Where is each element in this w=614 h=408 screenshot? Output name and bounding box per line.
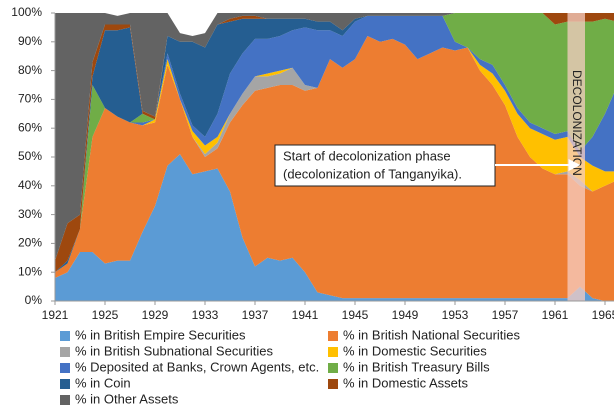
x-tick-label: 1941 bbox=[292, 308, 319, 322]
legend-swatch bbox=[60, 379, 70, 389]
y-tick-label: 0% bbox=[25, 293, 43, 307]
y-tick-label: 60% bbox=[18, 120, 42, 134]
legend-swatch bbox=[328, 363, 338, 373]
legend-label: % in British National Securities bbox=[343, 327, 521, 342]
legend-label: % in British Treasury Bills bbox=[343, 359, 490, 374]
annotation-box bbox=[274, 144, 496, 187]
legend-label: % in Domestic Securities bbox=[343, 343, 487, 358]
legend-label: % in Domestic Assets bbox=[343, 375, 468, 390]
x-tick-label: 1953 bbox=[442, 308, 469, 322]
x-tick-label: 1925 bbox=[92, 308, 119, 322]
x-tick-label: 1961 bbox=[542, 308, 569, 322]
legend-label: % in Other Assets bbox=[75, 391, 179, 406]
y-tick-label: 10% bbox=[18, 264, 42, 278]
legend-swatch bbox=[60, 347, 70, 357]
band-label: DECOLONIZATION bbox=[570, 70, 584, 176]
x-tick-label: 1949 bbox=[392, 308, 419, 322]
legend-swatch bbox=[328, 379, 338, 389]
area bbox=[55, 154, 614, 301]
area bbox=[55, 13, 614, 273]
x-tick-label: 1933 bbox=[192, 308, 219, 322]
y-tick-label: 100% bbox=[11, 5, 42, 19]
annotation-text: Start of decolonization phase bbox=[283, 148, 451, 163]
legend-swatch bbox=[60, 331, 70, 341]
annotation-text: (decolonization of Tanganyika). bbox=[283, 166, 462, 181]
y-tick-label: 80% bbox=[18, 63, 42, 77]
y-tick-label: 90% bbox=[18, 34, 42, 48]
x-tick-label: 1921 bbox=[42, 308, 69, 322]
legend-swatch bbox=[328, 347, 338, 357]
x-tick-label: 1937 bbox=[242, 308, 269, 322]
legend-swatch bbox=[60, 395, 70, 405]
x-tick-label: 1929 bbox=[142, 308, 169, 322]
legend-swatch bbox=[328, 331, 338, 341]
x-tick-label: 1945 bbox=[342, 308, 369, 322]
y-tick-label: 40% bbox=[18, 178, 42, 192]
x-tick-label: 1965 bbox=[592, 308, 614, 322]
legend-label: % in Coin bbox=[75, 375, 131, 390]
legend-swatch bbox=[60, 363, 70, 373]
y-tick-label: 50% bbox=[18, 149, 42, 163]
y-tick-label: 70% bbox=[18, 92, 42, 106]
legend-label: % in British Empire Securities bbox=[75, 327, 246, 342]
legend-label: % in British Subnational Securities bbox=[75, 343, 273, 358]
overlay: DECOLONIZATION Start of decolonization ph… bbox=[274, 13, 585, 301]
x-tick-label: 1957 bbox=[492, 308, 519, 322]
legend-label: % Deposited at Banks, Crown Agents, etc. bbox=[75, 359, 319, 374]
y-tick-label: 30% bbox=[18, 207, 42, 221]
y-tick-label: 20% bbox=[18, 236, 42, 250]
area bbox=[55, 13, 614, 273]
decolonization-band bbox=[567, 13, 585, 301]
